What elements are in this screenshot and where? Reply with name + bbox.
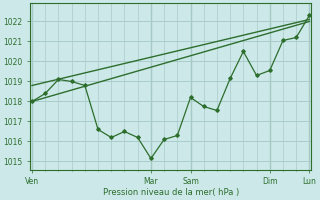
- X-axis label: Pression niveau de la mer( hPa ): Pression niveau de la mer( hPa ): [103, 188, 239, 197]
